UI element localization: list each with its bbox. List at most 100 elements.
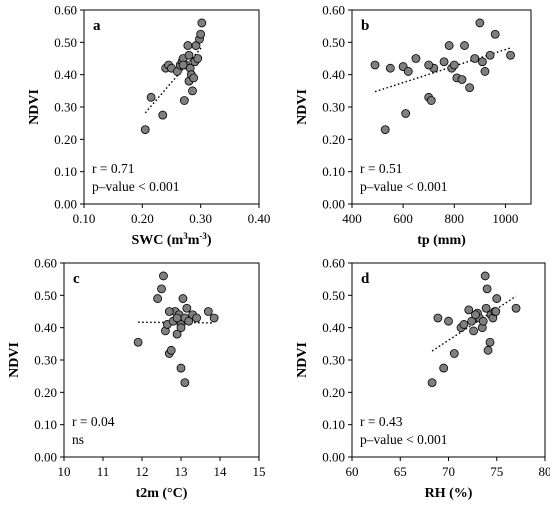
y-tick-label: 0.00 [322,197,345,212]
x-tick-label: 0.20 [131,211,154,226]
data-point [173,314,181,322]
x-tick-label: 600 [393,211,413,226]
y-tick-label: 0.30 [322,353,345,368]
y-tick-label: 0.20 [322,132,345,147]
data-point [183,304,191,312]
x-axis-label-part: m [188,233,200,248]
data-point [486,51,494,59]
y-tick-label: 0.00 [34,450,57,465]
data-point [158,285,166,293]
data-point [189,87,197,95]
x-axis-label: SWC (m3m-3) [131,231,211,248]
y-tick-label: 0.00 [54,197,77,212]
x-tick-label: 75 [490,464,503,479]
stat-p: p–value < 0.001 [92,179,179,194]
y-axis-label: NDVI [27,89,42,125]
data-point [204,308,212,316]
y-tick-label: 0.60 [34,256,57,271]
data-point [190,74,198,82]
y-tick-label: 0.50 [322,288,345,303]
stat-r: r = 0.71 [92,161,134,176]
data-point [434,314,442,322]
data-point [198,19,206,27]
x-tick-label: 13 [175,464,188,479]
data-point [371,61,379,69]
y-tick-label: 0.50 [54,35,77,50]
data-point [159,111,167,119]
data-point [470,327,478,335]
data-point [512,304,520,312]
data-point [427,97,435,105]
data-point [466,84,474,92]
data-point [141,126,149,134]
x-tick-label: 400 [342,211,362,226]
data-point [179,295,187,303]
data-point [177,324,185,332]
data-point [180,97,188,105]
data-point [460,320,468,328]
data-point [492,308,500,316]
x-axis-label: t2m (°C) [136,486,188,501]
data-point [445,317,453,325]
stat-p: p–value < 0.001 [360,179,447,194]
data-point [154,295,162,303]
y-tick-label: 0.50 [34,288,57,303]
data-point [450,350,458,358]
data-point [197,30,205,38]
y-tick-label: 0.40 [54,67,77,82]
data-point [450,61,458,69]
y-tick-label: 0.30 [34,353,57,368]
data-point [483,285,491,293]
x-tick-label: 15 [253,464,266,479]
data-point [165,308,173,316]
x-tick-label: 80 [539,464,550,479]
panel-label: d [361,271,370,287]
stat-p: p–value < 0.001 [360,432,447,447]
y-tick-label: 0.10 [322,417,345,432]
y-tick-label: 0.60 [322,256,345,271]
data-point [210,314,218,322]
y-tick-label: 0.60 [322,3,345,18]
stat-r: r = 0.43 [360,414,403,429]
data-point [440,58,448,66]
data-point [440,364,448,372]
data-point [425,61,433,69]
y-tick-label: 0.10 [322,164,345,179]
y-tick-label: 0.40 [322,320,345,335]
data-point [465,306,473,314]
stat-r: r = 0.51 [360,161,402,176]
y-axis-label: NDVI [295,342,310,378]
x-tick-label: 70 [442,464,455,479]
y-tick-label: 0.40 [322,67,345,82]
y-axis-label: NDVI [295,89,310,125]
y-tick-label: 0.30 [322,100,345,115]
data-point [404,67,412,75]
data-point [167,346,175,354]
y-tick-label: 0.20 [322,385,345,400]
data-point [481,67,489,75]
data-point [471,55,479,63]
data-point [147,93,155,101]
x-tick-label: 12 [136,464,149,479]
y-tick-label: 0.10 [54,164,77,179]
data-point [181,379,189,387]
data-point [445,42,453,50]
data-point [507,51,515,59]
data-point [185,51,193,59]
data-point [381,126,389,134]
y-tick-label: 0.20 [34,385,57,400]
panel-label: c [73,271,80,287]
x-tick-label: 0.10 [73,211,96,226]
x-tick-label: 800 [445,211,465,226]
data-point [476,19,484,27]
x-tick-label: 65 [394,464,407,479]
y-tick-label: 0.20 [54,132,77,147]
data-point [486,338,494,346]
data-point [493,295,501,303]
data-point [491,30,499,38]
data-point [482,304,490,312]
y-tick-label: 0.30 [54,100,77,115]
y-axis-label: NDVI [7,342,22,378]
